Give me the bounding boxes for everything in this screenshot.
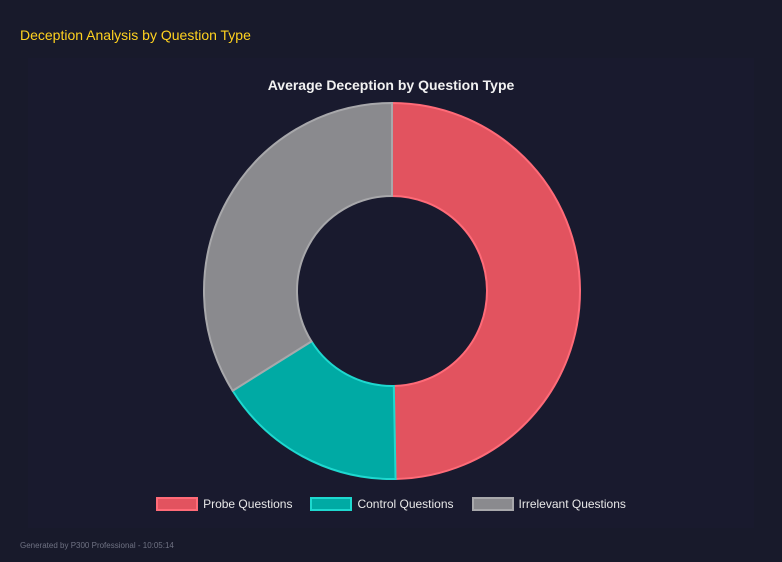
legend-swatch xyxy=(156,497,199,511)
legend-item[interactable]: Probe Questions xyxy=(156,497,292,511)
legend-label: Control Questions xyxy=(357,497,454,511)
legend-item[interactable]: Irrelevant Questions xyxy=(471,497,626,511)
legend-swatch xyxy=(471,497,514,511)
donut-slice-probe-questions[interactable] xyxy=(391,101,582,480)
legend-swatch xyxy=(310,497,353,511)
legend: Probe Questions Control Questions Irreleva… xyxy=(0,497,782,511)
footer-text: Generated by P300 Professional - 10:05:1… xyxy=(20,541,174,550)
page-title: Deception Analysis by Question Type xyxy=(20,27,251,43)
donut-slice-irrelevant-questions[interactable] xyxy=(203,101,393,393)
legend-label: Irrelevant Questions xyxy=(518,497,626,511)
chart-title: Average Deception by Question Type xyxy=(267,77,515,93)
legend-label: Probe Questions xyxy=(203,497,293,511)
legend-item[interactable]: Control Questions xyxy=(310,497,454,511)
